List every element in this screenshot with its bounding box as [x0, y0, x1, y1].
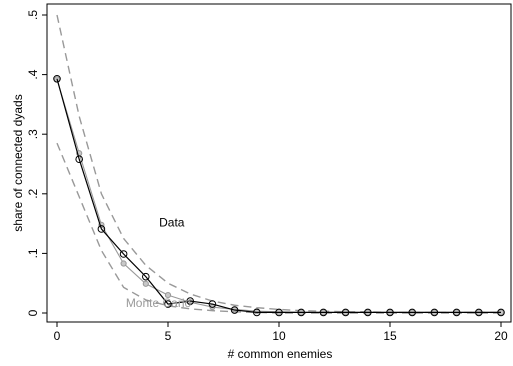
y-tick-label: .1	[26, 248, 40, 258]
data-point	[164, 300, 172, 308]
y-tick-label: .2	[26, 188, 40, 198]
data-point	[186, 297, 194, 305]
data-point	[386, 308, 394, 317]
data-point	[208, 300, 217, 308]
data-point	[75, 155, 83, 164]
series-0	[53, 74, 505, 317]
data-point	[275, 308, 283, 317]
data-point	[475, 308, 483, 317]
data-point	[142, 280, 149, 287]
y-tick-label: .4	[26, 69, 40, 79]
data-point	[97, 225, 106, 233]
y-tick-label: 0	[26, 309, 40, 316]
data-point	[142, 272, 150, 281]
data-point	[364, 308, 372, 317]
data-point	[430, 308, 439, 317]
x-axis-title: # common enemies	[228, 347, 333, 361]
annotation: Monte Carlo	[126, 296, 192, 310]
data-point	[408, 308, 417, 317]
y-axis-title: share of connected dyads	[11, 94, 25, 231]
data-point	[53, 74, 61, 83]
x-tick-label: 15	[383, 329, 397, 343]
data-point	[452, 308, 461, 317]
data-point	[119, 250, 128, 258]
x-tick-label: 10	[272, 329, 286, 343]
annotation-layer: Data Monte Carlo	[126, 216, 192, 310]
data-point	[120, 260, 127, 267]
y-tick-label: .5	[26, 10, 40, 20]
data-point	[230, 306, 239, 314]
data-point	[252, 308, 261, 317]
series-layer	[53, 14, 505, 317]
x-tick-label: 0	[54, 329, 61, 343]
data-point	[341, 308, 350, 317]
series-line	[56, 78, 501, 313]
data-point	[497, 308, 505, 317]
data-point	[319, 308, 328, 317]
x-tick-label: 5	[165, 329, 172, 343]
x-tick-label: 20	[494, 329, 508, 343]
annotation: Data	[159, 216, 185, 230]
axis-layer: 0 5 10 15 20 0 .1 .2 .3 .4 .5	[26, 3, 512, 343]
data-point	[164, 292, 172, 299]
data-point	[297, 308, 306, 317]
y-tick-label: .3	[26, 129, 40, 139]
